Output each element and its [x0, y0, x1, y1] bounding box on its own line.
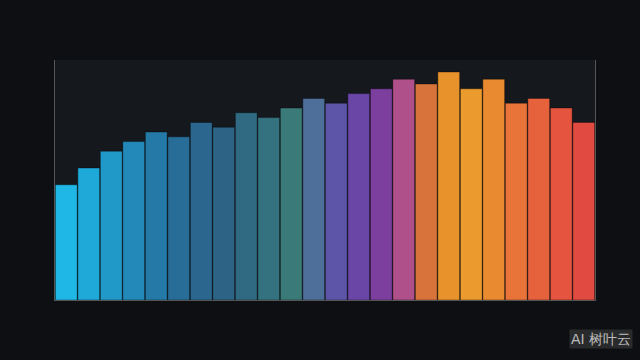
- svg-text:AI 树叶云: AI 树叶云: [571, 331, 631, 347]
